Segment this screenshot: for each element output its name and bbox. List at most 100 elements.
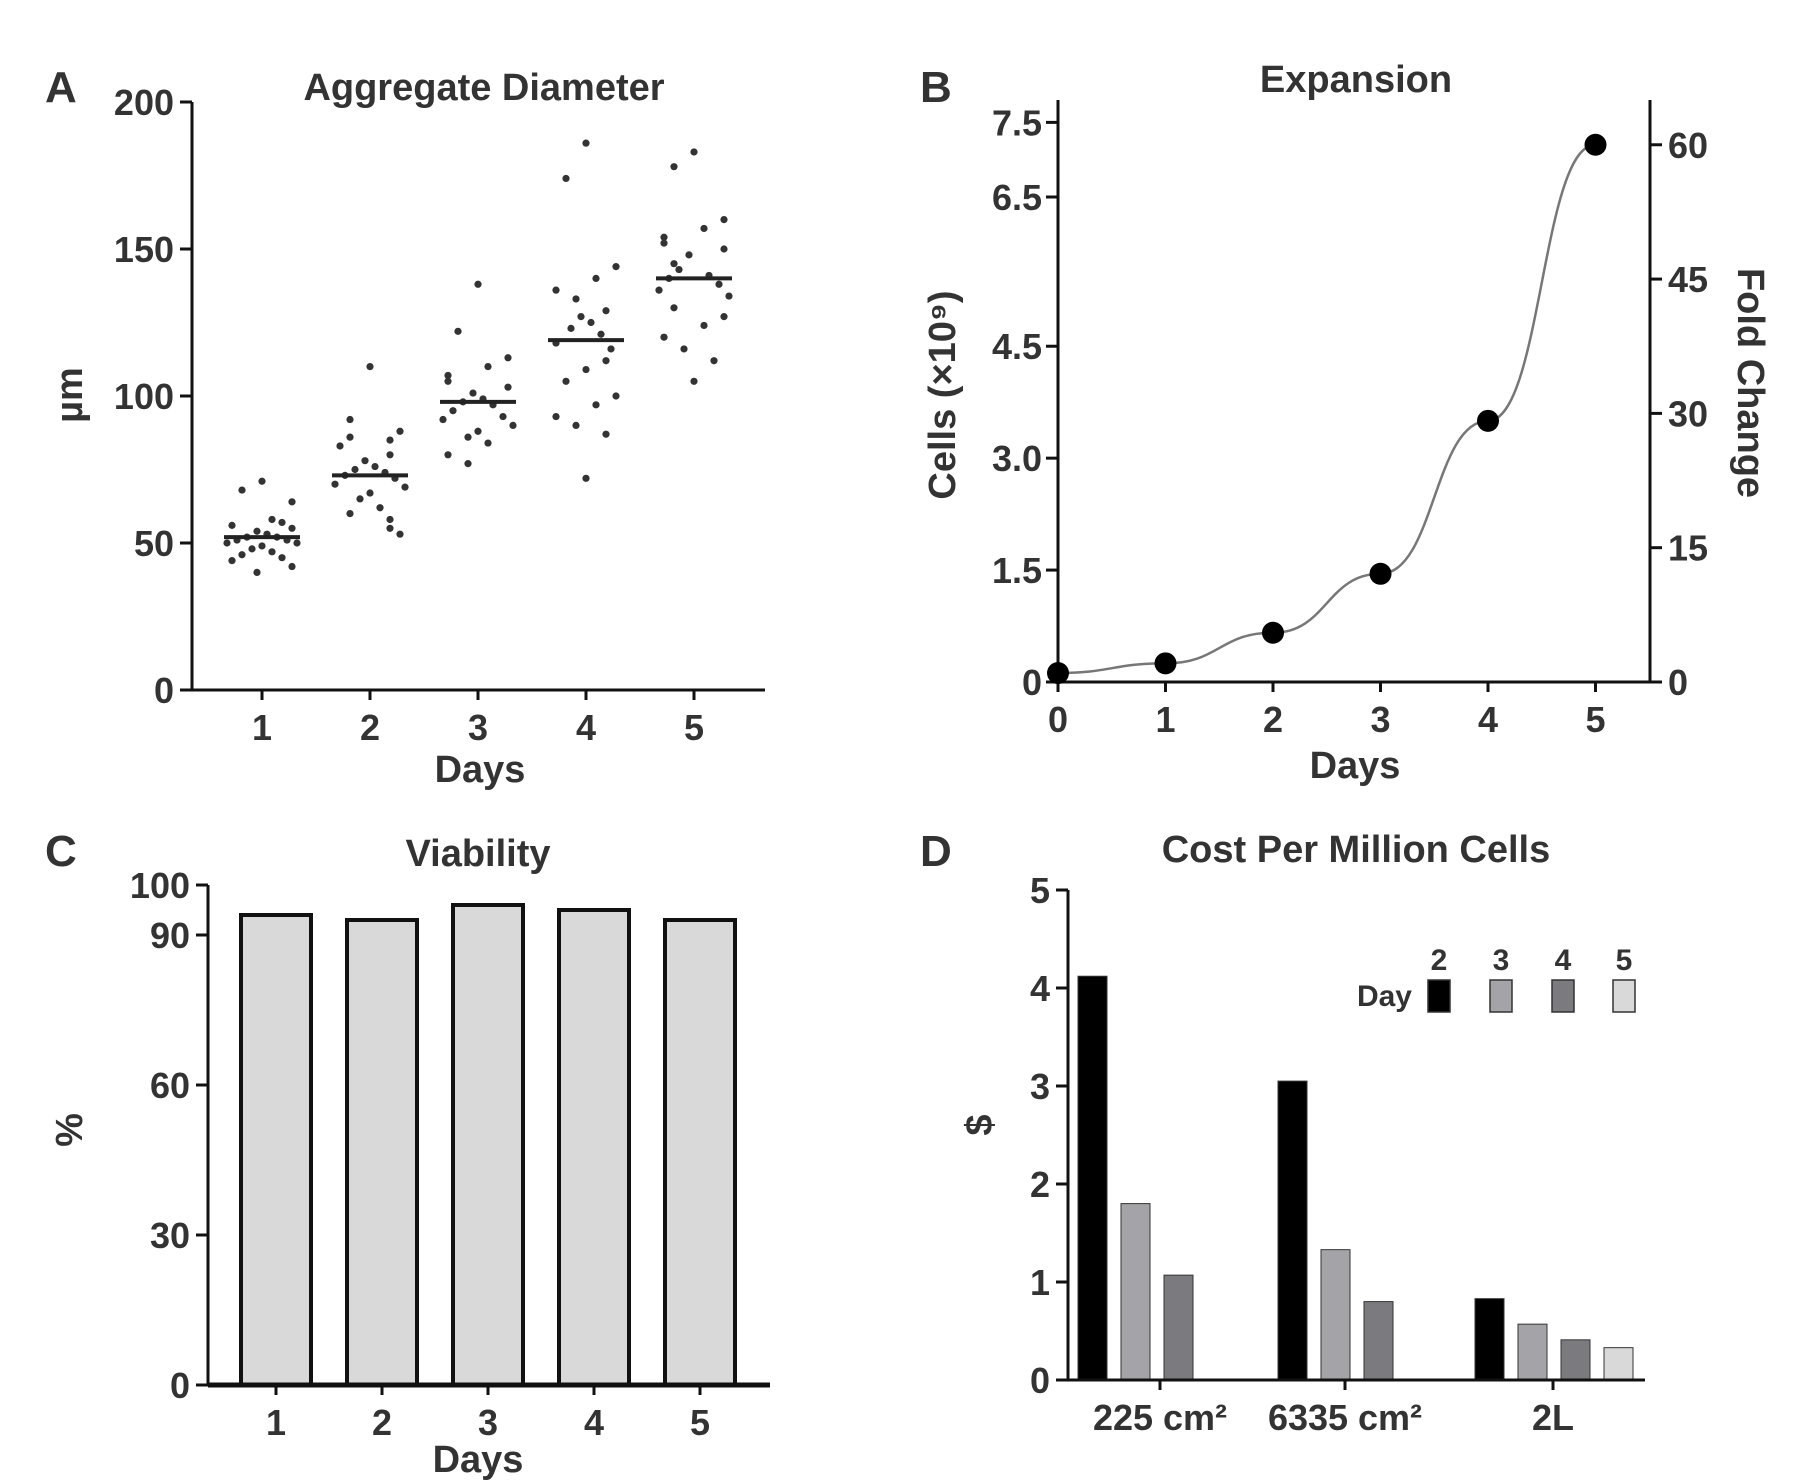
panel-a-data-point [469, 389, 477, 397]
panel-a-data-point [386, 451, 394, 459]
panel-b-xtick-label: 0 [1048, 699, 1068, 740]
panel-b-ytick-label: 7.5 [992, 102, 1042, 143]
panel-a-xtick-label: 3 [468, 707, 488, 748]
panel-d-legend-swatch [1551, 979, 1575, 1013]
panel-a-letter: A [45, 63, 77, 112]
panel-d-bar [1560, 1339, 1591, 1381]
panel-b-y2tick-label: 15 [1668, 528, 1708, 569]
panel-a-data-point [288, 498, 296, 506]
panel-b-xtick-label: 2 [1263, 699, 1283, 740]
panel-b-data-point [1369, 562, 1392, 585]
panel-a-data-point [371, 462, 379, 471]
panel-a-data-point [268, 515, 276, 524]
panel-a-data-point [602, 357, 610, 365]
panel-b-letter: B [920, 63, 952, 112]
panel-a-data-point [386, 524, 394, 532]
panel-a-data-point [552, 286, 560, 294]
panel-c-title: Viability [405, 833, 550, 875]
panel-c-xtick-label: 1 [266, 1402, 286, 1443]
panel-a-data-point [484, 363, 492, 371]
panel-d-legend-title: Day [1357, 980, 1412, 1013]
panel-a-data-point [268, 548, 276, 556]
panel-c-xtick-label: 2 [372, 1402, 392, 1443]
panel-a-data-point [464, 433, 472, 441]
panel-a-data-point [720, 216, 728, 224]
panel-a-data-point [439, 415, 447, 424]
panel-a-data-point [223, 539, 231, 547]
panel-b-data-point [1154, 652, 1177, 675]
panel-a-xtick-label: 4 [576, 707, 596, 748]
panel-a-data-point [725, 292, 733, 300]
panel-d-legend-swatch [1612, 979, 1636, 1013]
panel-a-data-point [597, 330, 605, 338]
panel-b-xtick-label: 1 [1155, 699, 1175, 740]
panel-a-data-point [562, 377, 570, 385]
panel-a-data-point [660, 233, 668, 241]
panel-a-xtick-label: 5 [684, 707, 704, 748]
panel-a-data-point [720, 313, 728, 321]
panel-a-data-point [449, 407, 457, 415]
panel-a-data-point [253, 527, 261, 535]
panel-d-ytick-label: 5 [1030, 870, 1050, 911]
panel-d-bar [1077, 975, 1108, 1381]
panel-a-data-point [336, 442, 344, 450]
panel-c-bar [557, 908, 631, 1387]
panel-a-data-point [567, 324, 575, 332]
panel-a-data-point [602, 307, 610, 315]
panel-d-bar [1120, 1203, 1151, 1381]
panel-b-y2tick-label: 60 [1668, 125, 1708, 166]
panel-a-data-point [331, 480, 339, 488]
panel-b-data-point [1584, 133, 1607, 156]
panel-d-letter: D [920, 827, 952, 876]
panel-b-ylabel: Cells (×10⁹) [922, 290, 964, 499]
panel-a-data-point [278, 518, 286, 527]
panel-a-xtick-label: 2 [360, 707, 380, 748]
panel-c-xtick-label: 5 [690, 1402, 710, 1443]
panel-b-data-point [1262, 621, 1284, 644]
panel-d-ytick-label: 1 [1030, 1262, 1050, 1303]
panel-d-legend-label: 4 [1555, 944, 1572, 977]
panel-a-data-point [278, 554, 286, 562]
panel-a-data-point [288, 524, 296, 532]
panel-a-data-point [592, 274, 600, 282]
panel-d-bar [1163, 1274, 1194, 1381]
panel-d: D Cost Per Million Cells 0 1 2 3 4 5 225 cm² 63… [920, 827, 1645, 1438]
panel-a-data-point [376, 504, 384, 512]
panel-a-data-point [700, 321, 708, 330]
panel-a-data-point [509, 421, 517, 429]
panel-c-xtick-label: 4 [584, 1402, 604, 1443]
panel-d-ytick-label: 3 [1030, 1066, 1050, 1107]
panel-a-xlabel: Days [435, 749, 526, 791]
panel-a-data-point [690, 148, 698, 156]
panel-a-data-point [577, 313, 585, 321]
panel-a-data-point [720, 245, 728, 253]
panel-b-series-line [1057, 143, 1596, 675]
panel-c-ytick-label: 0 [170, 1365, 190, 1406]
panel-a-data-point [351, 465, 359, 474]
panel-a-data-point [552, 412, 560, 421]
panel-a-data-point [238, 551, 246, 559]
panel-d-ytick-label: 2 [1030, 1164, 1050, 1205]
panel-b-title: Expansion [1260, 59, 1452, 101]
panel-b-data-point [1477, 409, 1499, 432]
panel-a-data-point [396, 530, 404, 538]
panel-b-y2tick-label: 0 [1668, 662, 1688, 703]
panel-a-ytick-label: 0 [154, 670, 174, 711]
panel-a-data-point [700, 224, 708, 233]
panel-a-data-point [366, 363, 374, 371]
panel-a-data-point [238, 486, 246, 494]
panel-d-ytick-label: 0 [1030, 1360, 1050, 1401]
panel-a-data-point [504, 354, 512, 362]
panel-a-ytick-label: 100 [114, 376, 174, 417]
panel-a-data-point [504, 383, 512, 391]
panel-a-data-point [258, 542, 266, 550]
panel-a-data-point [248, 545, 256, 553]
panel-b-y2tick-label: 30 [1668, 393, 1708, 434]
panel-a-data-point [582, 365, 590, 374]
panel-a-data-point [366, 489, 374, 497]
panel-c-bar [345, 918, 419, 1387]
panel-a-ytick-label: 50 [134, 523, 174, 564]
